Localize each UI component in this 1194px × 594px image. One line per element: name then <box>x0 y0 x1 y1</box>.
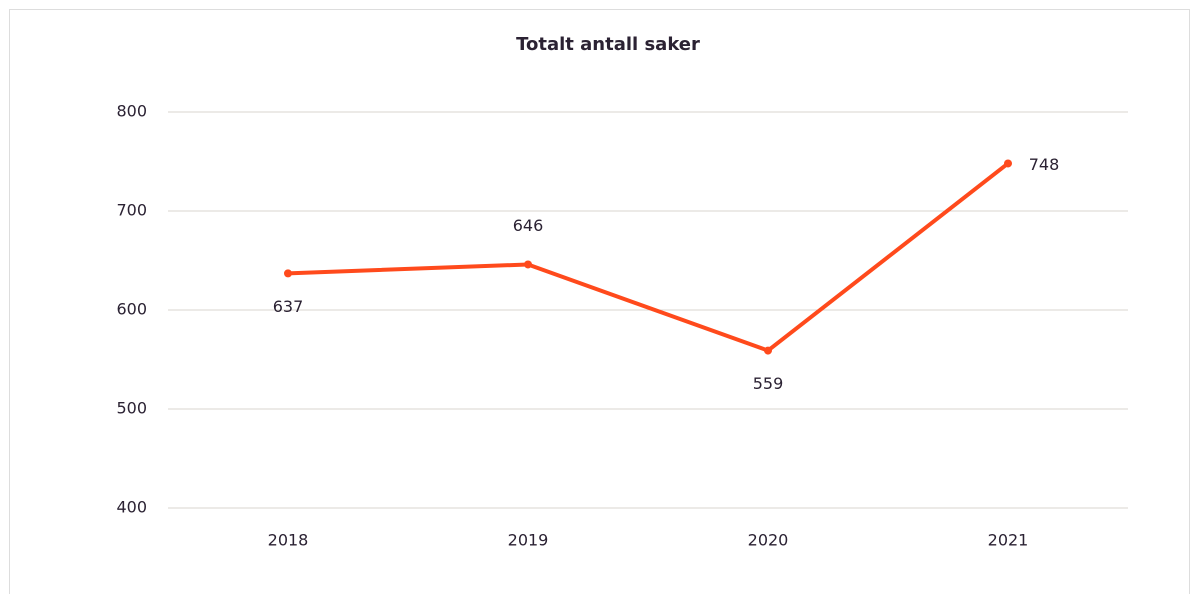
data-label: 637 <box>273 297 304 316</box>
y-tick-label: 700 <box>116 201 147 220</box>
x-tick-label: 2018 <box>268 531 309 550</box>
data-label: 646 <box>513 216 544 235</box>
chart-title: Totalt antall saker <box>516 34 700 55</box>
point <box>284 269 292 278</box>
x-tick-label: 2019 <box>508 531 549 550</box>
point <box>524 260 532 269</box>
data-label: 559 <box>753 374 784 393</box>
y-tick-label: 800 <box>116 102 147 121</box>
y-tick-label: 500 <box>116 399 147 418</box>
line <box>287 161 1010 353</box>
x-tick-label: 2020 <box>748 531 789 550</box>
data-label: 748 <box>1029 155 1060 174</box>
y-tick-label: 600 <box>116 300 147 319</box>
point <box>1004 159 1012 168</box>
point <box>764 346 772 355</box>
x-tick-label: 2021 <box>988 531 1029 550</box>
y-tick-label: 400 <box>116 498 147 517</box>
frame <box>9 9 1190 594</box>
